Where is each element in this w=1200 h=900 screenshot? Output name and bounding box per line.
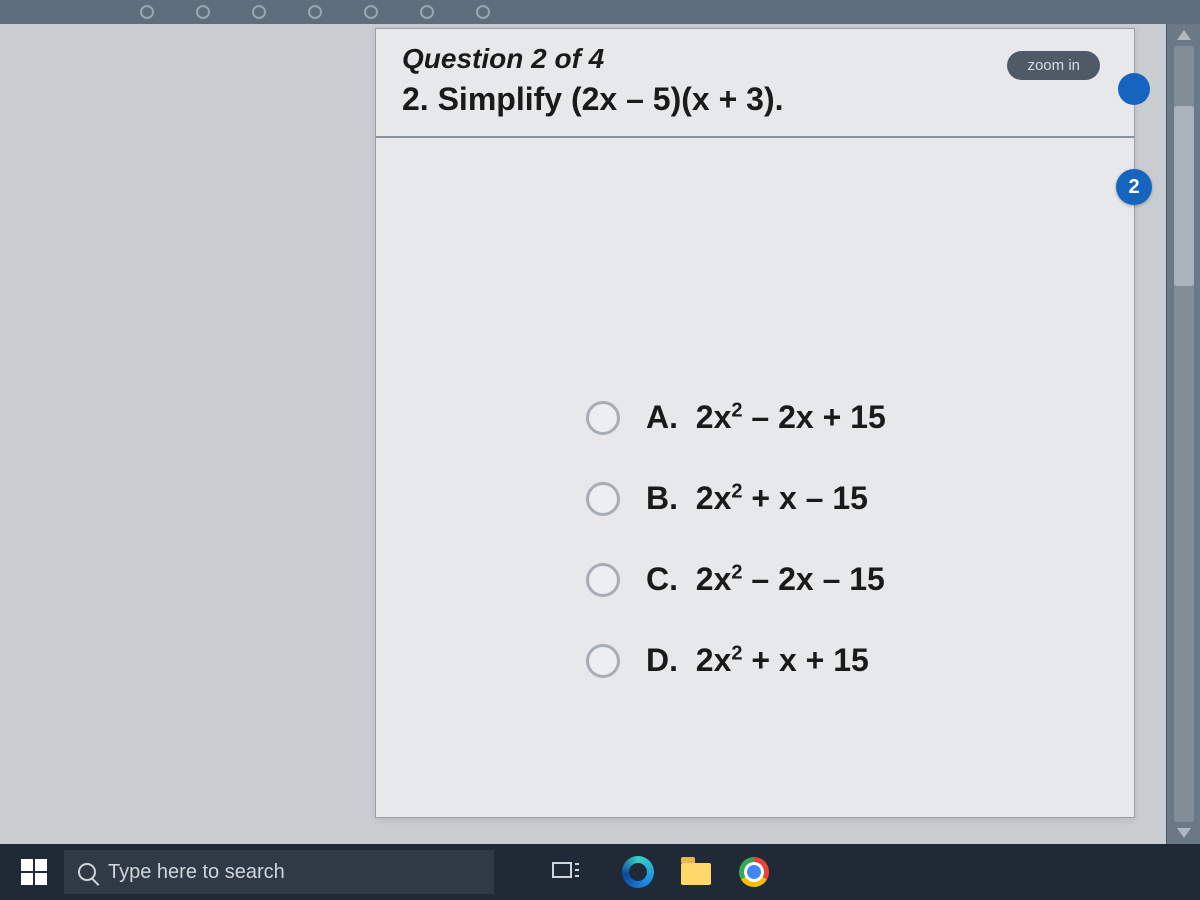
question-header: Question 2 of 4 2. Simplify (2x – 5)(x +… bbox=[376, 29, 1134, 138]
option-text: D. 2x2 + x + 15 bbox=[646, 642, 869, 679]
radio-icon[interactable] bbox=[586, 563, 620, 597]
slide-progress-strip bbox=[0, 0, 1200, 24]
progress-dot[interactable] bbox=[252, 5, 266, 19]
answer-option-b[interactable]: B. 2x2 + x – 15 bbox=[586, 480, 886, 517]
progress-dot[interactable] bbox=[308, 5, 322, 19]
answer-option-c[interactable]: C. 2x2 – 2x – 15 bbox=[586, 561, 886, 598]
question-number-badge[interactable]: 2 bbox=[1116, 169, 1152, 205]
scroll-down-icon[interactable] bbox=[1177, 828, 1191, 838]
radio-icon[interactable] bbox=[586, 401, 620, 435]
search-placeholder-text: Type here to search bbox=[108, 861, 285, 884]
question-counter: Question 2 of 4 bbox=[402, 43, 1108, 75]
scroll-track[interactable] bbox=[1174, 46, 1194, 822]
windows-taskbar: Type here to search bbox=[0, 844, 1200, 900]
radio-icon[interactable] bbox=[586, 644, 620, 678]
taskbar-search[interactable]: Type here to search bbox=[64, 850, 494, 894]
answer-option-a[interactable]: A. 2x2 – 2x + 15 bbox=[586, 399, 886, 436]
task-view-icon bbox=[551, 857, 581, 887]
scroll-thumb[interactable] bbox=[1174, 106, 1194, 286]
answer-options-list: A. 2x2 – 2x + 15 B. 2x2 + x – 15 C. 2x2 … bbox=[586, 399, 886, 679]
scroll-up-icon[interactable] bbox=[1177, 30, 1191, 40]
file-explorer-button[interactable] bbox=[676, 852, 716, 892]
option-text: A. 2x2 – 2x + 15 bbox=[646, 399, 886, 436]
folder-icon bbox=[681, 863, 711, 885]
option-text: C. 2x2 – 2x – 15 bbox=[646, 561, 885, 598]
chrome-browser-button[interactable] bbox=[734, 852, 774, 892]
question-card: Question 2 of 4 2. Simplify (2x – 5)(x +… bbox=[375, 28, 1135, 818]
taskbar-pinned-apps bbox=[618, 852, 774, 892]
start-button[interactable] bbox=[8, 848, 60, 896]
progress-dot[interactable] bbox=[476, 5, 490, 19]
zoom-in-button[interactable]: zoom in bbox=[1007, 51, 1100, 80]
task-view-button[interactable] bbox=[538, 848, 594, 896]
edge-icon bbox=[622, 856, 654, 888]
side-accent-circle bbox=[1118, 73, 1150, 105]
progress-dot[interactable] bbox=[364, 5, 378, 19]
page-background: Question 2 of 4 2. Simplify (2x – 5)(x +… bbox=[0, 24, 1166, 844]
answer-option-d[interactable]: D. 2x2 + x + 15 bbox=[586, 642, 886, 679]
question-prompt: 2. Simplify (2x – 5)(x + 3). bbox=[402, 81, 1108, 118]
vertical-scrollbar[interactable] bbox=[1166, 24, 1200, 844]
radio-icon[interactable] bbox=[586, 482, 620, 516]
chrome-icon bbox=[739, 857, 769, 887]
progress-dot[interactable] bbox=[420, 5, 434, 19]
search-icon bbox=[78, 863, 96, 881]
option-text: B. 2x2 + x – 15 bbox=[646, 480, 868, 517]
windows-logo-icon bbox=[21, 859, 47, 885]
progress-dot[interactable] bbox=[196, 5, 210, 19]
progress-dot[interactable] bbox=[140, 5, 154, 19]
edge-browser-button[interactable] bbox=[618, 852, 658, 892]
